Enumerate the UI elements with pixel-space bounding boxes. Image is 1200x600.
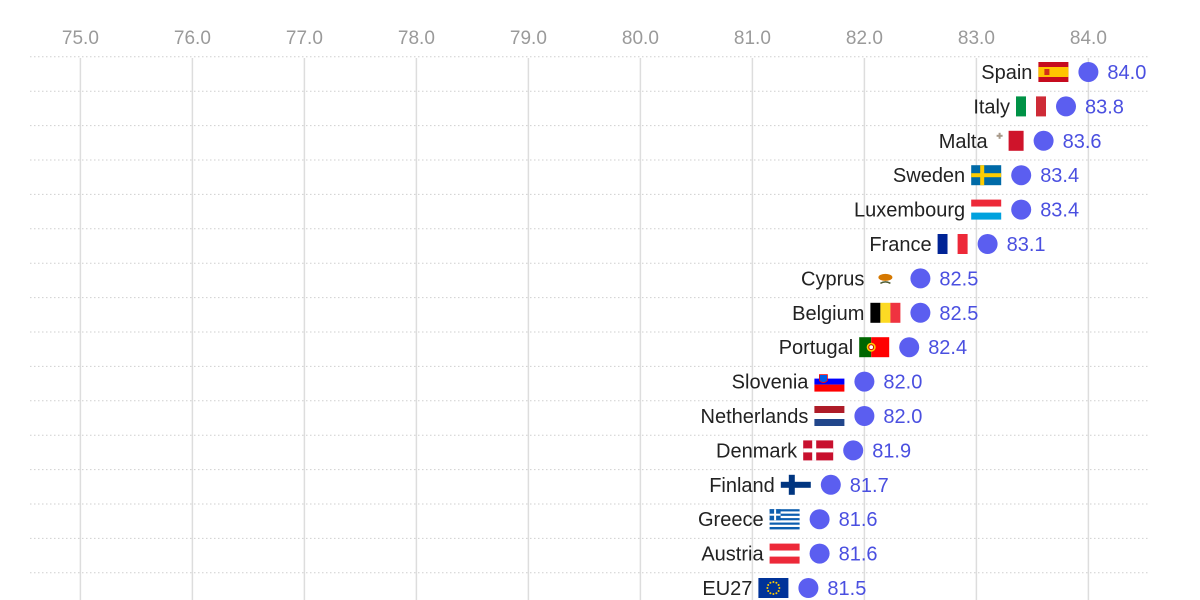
country-label: Luxembourg bbox=[854, 200, 965, 222]
value-label: 81.5 bbox=[827, 578, 866, 600]
flag-finland-icon bbox=[780, 474, 811, 495]
flag-malta-icon bbox=[993, 130, 1024, 151]
country-label: Spain bbox=[981, 62, 1032, 84]
row-spain: 84.0 Spain bbox=[981, 62, 1146, 84]
x-tick-label: 79.0 bbox=[510, 28, 547, 49]
country-label: Greece bbox=[698, 509, 764, 531]
flag-portugal-icon bbox=[859, 337, 890, 358]
data-dot bbox=[809, 509, 830, 530]
value-label: 81.7 bbox=[850, 475, 889, 497]
x-tick-label: 76.0 bbox=[174, 28, 211, 49]
row-austria: 81.6 Austria bbox=[701, 543, 878, 566]
country-label: Netherlands bbox=[701, 406, 809, 428]
value-label: 81.6 bbox=[839, 509, 878, 531]
data-dot bbox=[809, 543, 830, 564]
x-axis-ticks: 75.0 76.0 77.0 78.0 79.0 80.0 81.0 82.0 83.0 84.0 bbox=[62, 28, 1107, 49]
chart-rows: 84.0Spain83.8Italy83.6Malta83.4Sweden83.… bbox=[698, 62, 1146, 600]
row-netherlands: 82.0 Netherlands bbox=[701, 406, 922, 428]
country-label: Austria bbox=[701, 544, 764, 566]
data-dot bbox=[910, 302, 931, 323]
row-greece: 81.6 Greece bbox=[698, 509, 878, 531]
row-cyprus: 82.5 Cyprus bbox=[801, 268, 978, 290]
country-label: France bbox=[869, 234, 931, 256]
data-dot bbox=[820, 474, 841, 495]
country-label: Denmark bbox=[716, 440, 798, 462]
country-label: Belgium bbox=[792, 303, 864, 325]
data-dot bbox=[1056, 96, 1076, 117]
value-label: 83.4 bbox=[1040, 165, 1079, 187]
data-dot bbox=[854, 371, 875, 392]
flag-netherlands-icon bbox=[814, 406, 845, 426]
x-tick-label: 81.0 bbox=[734, 28, 771, 49]
flag-greece-icon bbox=[769, 509, 800, 530]
row-malta: 83.6 Malta bbox=[939, 130, 1102, 153]
flag-france-icon bbox=[937, 234, 968, 254]
value-label: 81.9 bbox=[872, 440, 911, 462]
country-label: Malta bbox=[939, 131, 989, 153]
row-belgium: 82.5 Belgium bbox=[792, 302, 978, 325]
x-tick-label: 83.0 bbox=[958, 28, 995, 49]
row-denmark: 81.9 Denmark bbox=[716, 440, 911, 462]
flag-italy-icon bbox=[1016, 96, 1046, 117]
value-label: 83.6 bbox=[1063, 131, 1102, 153]
flag-sweden-icon bbox=[971, 165, 1002, 186]
x-tick-label: 75.0 bbox=[62, 28, 99, 49]
flag-spain-icon bbox=[1038, 62, 1069, 82]
row-eu27: 81.5 EU27 bbox=[702, 578, 866, 600]
country-label: Finland bbox=[709, 475, 775, 497]
row-finland: 81.7 Finland bbox=[709, 474, 889, 497]
x-tick-label: 80.0 bbox=[622, 28, 659, 49]
x-tick-label: 78.0 bbox=[398, 28, 435, 49]
row-sweden: 83.4 Sweden bbox=[893, 165, 1079, 187]
country-label: EU27 bbox=[702, 578, 752, 600]
value-label: 82.4 bbox=[928, 337, 967, 359]
flag-denmark-icon bbox=[803, 440, 834, 461]
value-label: 83.1 bbox=[1007, 234, 1046, 256]
data-dot bbox=[899, 337, 920, 358]
data-dot bbox=[1011, 165, 1032, 186]
flag-belgium-icon bbox=[870, 302, 901, 323]
x-tick-label: 77.0 bbox=[286, 28, 323, 49]
flag-luxembourg-icon bbox=[971, 199, 1002, 220]
value-label: 82.0 bbox=[883, 406, 922, 428]
grid-layer bbox=[30, 56, 1150, 600]
value-label: 83.8 bbox=[1085, 96, 1124, 118]
flag-austria-icon bbox=[769, 543, 800, 564]
row-luxembourg: 83.4 Luxembourg bbox=[854, 199, 1079, 222]
data-dot bbox=[1011, 199, 1032, 220]
data-dot bbox=[977, 234, 998, 254]
country-label: Sweden bbox=[893, 165, 965, 187]
country-label: Portugal bbox=[779, 337, 854, 359]
value-label: 81.6 bbox=[839, 544, 878, 566]
country-label: Cyprus bbox=[801, 268, 864, 290]
value-label: 84.0 bbox=[1107, 62, 1146, 84]
x-tick-label: 84.0 bbox=[1070, 28, 1107, 49]
data-dot bbox=[843, 440, 864, 461]
x-tick-label: 82.0 bbox=[846, 28, 883, 49]
flag-cyprus-icon bbox=[870, 268, 901, 289]
data-dot bbox=[1033, 130, 1054, 151]
data-dot bbox=[854, 406, 875, 426]
country-label: Italy bbox=[973, 96, 1010, 118]
flag-slovenia-icon bbox=[814, 371, 845, 392]
value-label: 82.0 bbox=[883, 372, 922, 394]
data-dot bbox=[798, 578, 819, 598]
row-italy: 83.8 Italy bbox=[973, 96, 1124, 118]
flag-eu-icon bbox=[758, 578, 789, 598]
value-label: 82.5 bbox=[939, 268, 978, 290]
row-france: 83.1 France bbox=[869, 234, 1046, 256]
country-label: Slovenia bbox=[732, 372, 810, 394]
data-dot bbox=[910, 268, 931, 289]
value-label: 83.4 bbox=[1040, 200, 1079, 222]
data-dot bbox=[1078, 62, 1099, 82]
row-slovenia: 82.0 Slovenia bbox=[732, 371, 922, 394]
row-portugal: 82.4 Portugal bbox=[779, 337, 967, 359]
value-label: 82.5 bbox=[939, 303, 978, 325]
